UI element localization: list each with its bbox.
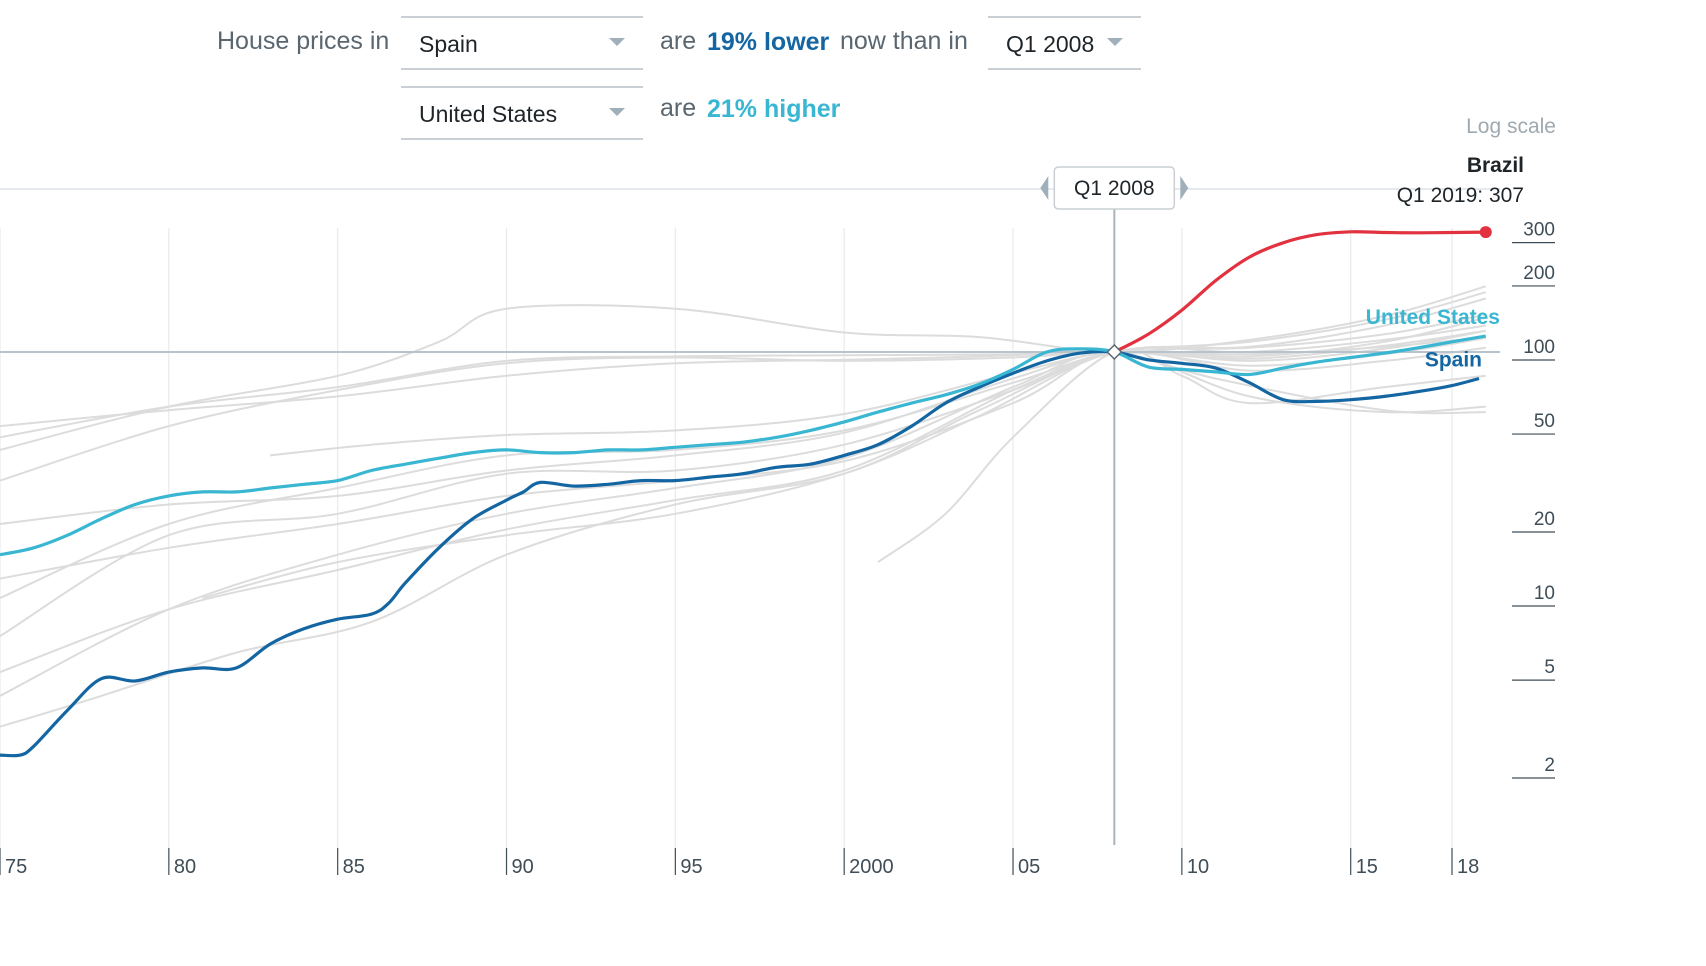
- y-tick-label: 10: [1534, 583, 1555, 604]
- tooltip-value: Q1 2019: 307: [1397, 184, 1524, 207]
- tooltip-series-name: Brazil: [1467, 154, 1524, 177]
- brazil-line: [1113, 230, 1486, 354]
- chevron-down-icon: [1107, 38, 1123, 46]
- x-tick-label: 05: [1018, 856, 1040, 878]
- y-axis: 2 5 10 20 50 100 200 300: [1512, 220, 1555, 779]
- x-axis: 75 80 85 90 95 2000 05 10 15 18: [0, 848, 1479, 878]
- sentence-prefix: House prices in: [217, 27, 390, 55]
- country-primary-dropdown[interactable]: Spain: [401, 16, 643, 70]
- united-states-line: [0, 334, 1487, 557]
- x-tick-label: 10: [1187, 856, 1209, 878]
- x-tick-label: 85: [343, 856, 365, 878]
- spain-label: Spain: [1425, 349, 1482, 372]
- country-secondary-value: United States: [419, 101, 558, 127]
- x-gridlines: [0, 228, 1453, 850]
- period-slider-label: Q1 2008: [1074, 177, 1155, 200]
- period-slider-handle[interactable]: Q1 2008: [1040, 166, 1189, 210]
- other-country-line: [0, 329, 1486, 637]
- sentence-are: are: [660, 27, 697, 55]
- other-country-line: [0, 329, 1486, 482]
- united-states-label: United States: [1366, 306, 1500, 329]
- other-country-line: [877, 348, 1486, 563]
- other-country-line: [0, 337, 1486, 525]
- x-tick-label: 2000: [849, 856, 894, 878]
- sentence-are-2: are: [660, 94, 697, 122]
- other-country-line: [0, 346, 1486, 580]
- y-tick-label: 100: [1523, 337, 1555, 358]
- x-tick-label: 90: [512, 856, 534, 878]
- x-tick-label: 75: [5, 856, 27, 878]
- country-secondary-dropdown[interactable]: United States: [401, 86, 643, 140]
- log-scale-note: Log scale: [1466, 115, 1556, 138]
- spain-line: [0, 349, 1480, 758]
- other-country-line: [0, 285, 1487, 451]
- period-value: Q1 2008: [1006, 31, 1095, 57]
- change-secondary-text: 21% higher: [707, 95, 841, 123]
- x-tick-label: 15: [1356, 856, 1378, 878]
- x-tick-label: 18: [1457, 856, 1479, 878]
- other-country-line: [0, 297, 1487, 728]
- period-slider-box[interactable]: [1053, 166, 1176, 210]
- x-tick-label: 95: [680, 856, 702, 878]
- other-country-line: [0, 349, 1486, 439]
- y-tick-label: 20: [1534, 509, 1555, 530]
- other-country-line: [0, 313, 1486, 674]
- y-tick-label: 200: [1523, 263, 1555, 284]
- chevron-left-icon[interactable]: [1040, 176, 1049, 200]
- x-tick-label: 80: [174, 856, 196, 878]
- reference-point-marker: [1106, 343, 1123, 361]
- brazil-tooltip: Brazil Q1 2019: 307: [1397, 154, 1524, 207]
- chevron-down-icon: [609, 108, 625, 116]
- y-tick-label: 2: [1544, 755, 1555, 776]
- y-tick-label: 5: [1544, 657, 1555, 678]
- sentence-now-than-in: now than in: [840, 27, 968, 55]
- country-primary-value: Spain: [419, 31, 478, 57]
- chevron-right-icon[interactable]: [1180, 176, 1189, 200]
- chevron-down-icon: [609, 38, 625, 46]
- other-country-line: [202, 324, 1486, 599]
- period-dropdown[interactable]: Q1 2008: [988, 16, 1141, 70]
- highlighted-series-lines: Spain United States: [0, 226, 1500, 758]
- controls-panel: House prices in Spain are 19% lower now …: [0, 0, 1706, 160]
- change-primary-text: 19% lower: [707, 28, 830, 56]
- y-tick-label: 300: [1523, 220, 1555, 241]
- brazil-endpoint-dot: [1479, 226, 1492, 239]
- y-tick-label: 50: [1534, 411, 1555, 432]
